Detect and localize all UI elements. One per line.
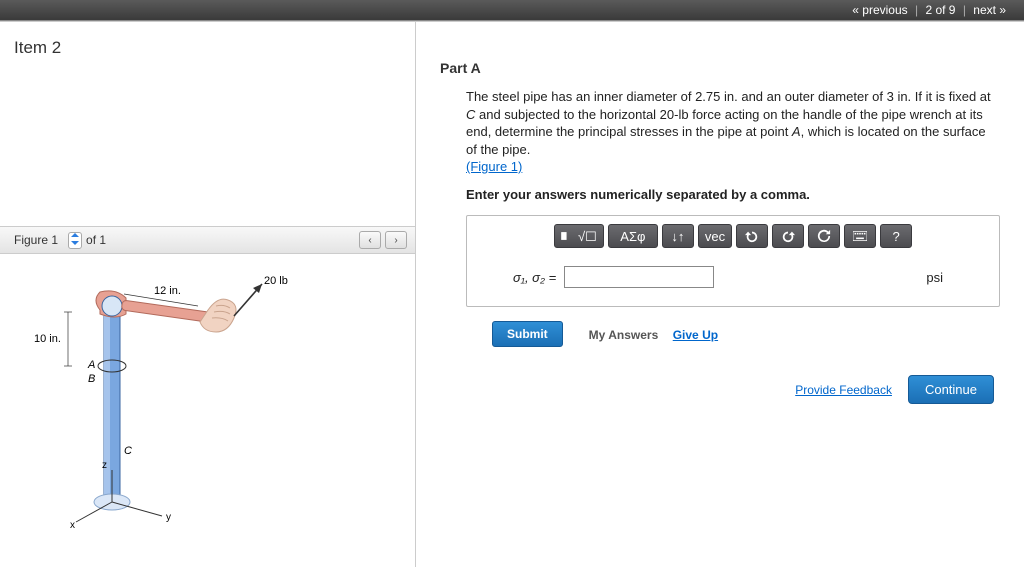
figure-toolbar: Figure 1 of 1 ‹ › <box>0 226 415 254</box>
item-title: Item 2 <box>0 22 415 68</box>
vec-button[interactable]: vec <box>698 224 732 248</box>
updown-button[interactable]: ↓↑ <box>662 224 694 248</box>
svg-text:B: B <box>88 373 95 385</box>
figure-svg: x y z C A B 20 lb <box>16 270 296 530</box>
equation-toolbar: √☐ ΑΣφ ↓↑ vec ? <box>467 216 999 258</box>
svg-text:A: A <box>87 359 95 371</box>
keyboard-button[interactable] <box>844 224 876 248</box>
figure-of: of 1 <box>86 233 106 247</box>
next-link[interactable]: next » <box>973 3 1006 17</box>
continue-button[interactable]: Continue <box>908 375 994 404</box>
help-button[interactable]: ? <box>880 224 912 248</box>
q-var-c: C <box>466 107 475 122</box>
template-picker-button[interactable]: √☐ <box>554 224 604 248</box>
svg-text:x: x <box>70 520 75 530</box>
answer-lhs: σ₁, σ₂ = <box>513 269 556 287</box>
right-column: Part A The steel pipe has an inner diame… <box>416 22 1024 567</box>
nav-sep: | <box>915 3 918 17</box>
answer-box: √☐ ΑΣφ ↓↑ vec ? σ₁, σ₂ = psi <box>466 215 1000 307</box>
greek-button[interactable]: ΑΣφ <box>608 224 658 248</box>
top-nav: « previous | 2 of 9 | next » <box>0 0 1024 21</box>
give-up-link[interactable]: Give Up <box>673 328 718 342</box>
svg-text:20 lb: 20 lb <box>264 275 288 287</box>
provide-feedback-link[interactable]: Provide Feedback <box>795 383 892 397</box>
my-answers-label: My Answers <box>589 328 659 342</box>
left-column: Item 2 Figure 1 of 1 ‹ › x <box>0 22 416 567</box>
figure-link[interactable]: (Figure 1) <box>466 159 522 174</box>
redo-button[interactable] <box>772 224 804 248</box>
answer-unit: psi <box>926 269 981 287</box>
part-label: Part A <box>440 60 1000 76</box>
question-body: The steel pipe has an inner diameter of … <box>440 88 1000 347</box>
svg-text:C: C <box>124 445 132 457</box>
svg-text:12 in.: 12 in. <box>154 285 181 297</box>
svg-text:y: y <box>166 512 171 523</box>
answer-input[interactable] <box>564 266 714 288</box>
prev-link[interactable]: « previous <box>852 3 907 17</box>
figure-canvas: x y z C A B 20 lb <box>0 254 415 543</box>
figure-next-button[interactable]: › <box>385 231 407 249</box>
answer-instruction: Enter your answers numerically separated… <box>466 186 1000 204</box>
q-text: The steel pipe has an inner diameter of … <box>466 89 991 104</box>
figure-prev-button[interactable]: ‹ <box>359 231 381 249</box>
q-var-a: A <box>792 124 801 139</box>
figure-stepper[interactable] <box>68 232 82 249</box>
svg-text:10 in.: 10 in. <box>34 333 61 345</box>
nav-sep: | <box>963 3 966 17</box>
submit-button[interactable]: Submit <box>492 321 563 347</box>
undo-button[interactable] <box>736 224 768 248</box>
svg-text:z: z <box>102 460 107 471</box>
nav-position: 2 of 9 <box>925 3 955 17</box>
figure-label: Figure 1 <box>8 231 64 249</box>
reset-button[interactable] <box>808 224 840 248</box>
